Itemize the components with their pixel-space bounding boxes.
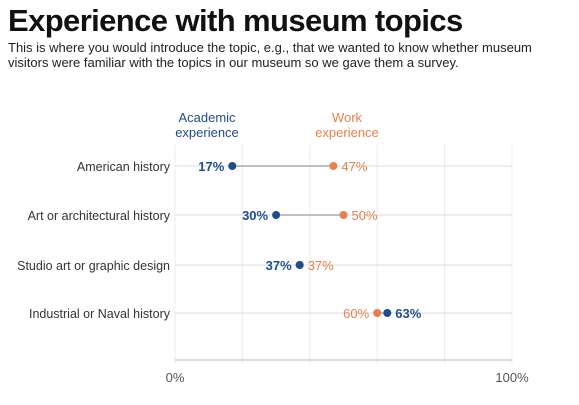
work-value-label: 50% (352, 208, 378, 223)
work-value-label: 60% (343, 306, 369, 321)
x-tick-label: 0% (166, 370, 185, 385)
category-row: Studio art or graphic design 37% 37% (17, 258, 512, 273)
chart-title: Experience with museum topics (8, 3, 463, 38)
academic-experience-dot (295, 261, 304, 269)
work-value-label: 37% (308, 258, 334, 273)
academic-value-label: 30% (242, 208, 268, 223)
legend-academic-experience: Academic experience (175, 110, 239, 140)
category-row: Art or architectural history 30% 50% (28, 208, 512, 223)
category-label: Industrial or Naval history (29, 307, 171, 321)
academic-value-label: 63% (395, 306, 421, 321)
academic-value-label: 17% (198, 159, 224, 174)
academic-experience-dot (272, 211, 281, 219)
work-experience-dot (329, 162, 338, 170)
work-experience-dot (339, 211, 348, 219)
category-row: Industrial or Naval history 63% 60% (29, 306, 512, 321)
academic-experience-dot (228, 162, 237, 170)
work-experience-dot (373, 309, 382, 317)
chart-subtitle: This is where you would introduce the to… (8, 40, 532, 70)
category-label: Studio art or graphic design (17, 259, 170, 273)
work-value-label: 47% (341, 159, 367, 174)
academic-value-label: 37% (266, 258, 292, 273)
legend-work-experience: Work experience (315, 110, 379, 140)
x-tick-label: 100% (495, 370, 529, 385)
academic-experience-dot (383, 309, 392, 317)
category-row: American history 17% 47% (77, 159, 512, 174)
category-label: Art or architectural history (28, 209, 171, 223)
category-label: American history (77, 160, 171, 174)
